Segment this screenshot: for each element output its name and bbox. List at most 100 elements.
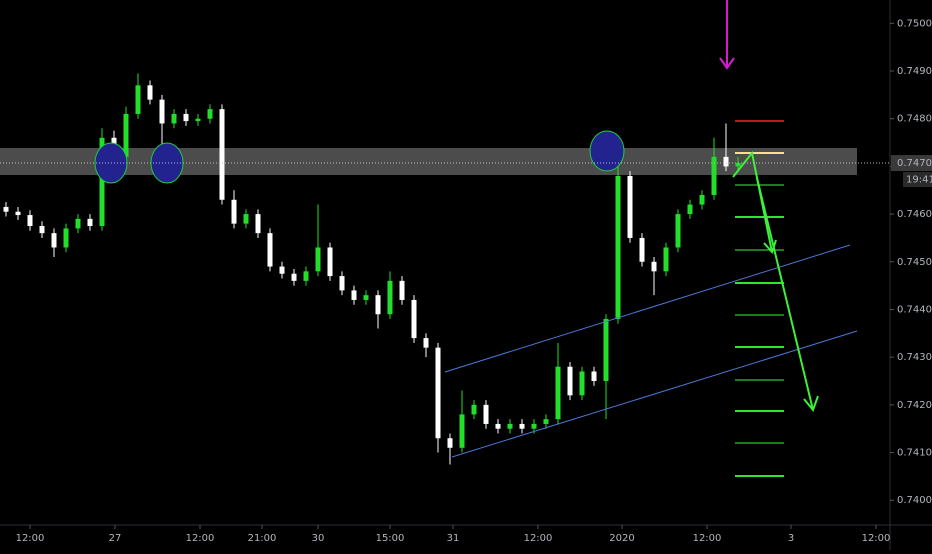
x-tick-label: 12:00	[862, 533, 891, 544]
candle-body	[435, 347, 441, 439]
candle-body	[3, 206, 9, 212]
candle-body	[39, 226, 45, 234]
candle-body	[567, 366, 573, 396]
candle-body	[507, 423, 513, 429]
candle-body	[15, 211, 21, 216]
candle-body	[579, 371, 585, 396]
candle-body	[627, 175, 633, 238]
candle-body	[243, 214, 249, 224]
y-tick-label: 0.75000	[897, 18, 932, 29]
candle-body	[519, 423, 525, 429]
candle-body	[219, 109, 225, 200]
candle-body	[555, 366, 561, 420]
candle-body	[231, 199, 237, 224]
x-tick-label: 2020	[609, 533, 634, 544]
candle-body	[651, 261, 657, 272]
candle-body	[723, 156, 729, 167]
channel-line	[444, 244, 851, 373]
candle-body	[75, 218, 81, 229]
x-tick-label: 12:00	[524, 533, 553, 544]
candle-body	[327, 247, 333, 277]
circle-marker	[589, 130, 625, 172]
candle-body	[471, 404, 477, 415]
candle-body	[591, 371, 597, 382]
arrow-head	[803, 395, 819, 413]
last-price-box	[891, 155, 932, 172]
candle-body	[27, 215, 33, 227]
candle-body	[459, 414, 465, 448]
candle-body	[87, 218, 93, 227]
channel-line	[451, 330, 858, 458]
candle-body	[483, 404, 489, 424]
candle-body	[543, 419, 549, 424]
candle-body	[699, 195, 705, 205]
candle-body	[639, 237, 645, 262]
candle-body	[687, 204, 693, 215]
countdown-box	[903, 172, 932, 188]
x-tick-label: 12:00	[16, 533, 45, 544]
candle-body	[447, 438, 453, 448]
last-price-label: 0.74707	[897, 158, 932, 169]
candle-body	[363, 295, 369, 300]
arrow-path	[756, 177, 814, 411]
candle-body	[99, 137, 105, 227]
entry-arrow	[719, 0, 735, 70]
projection-arrow	[732, 150, 819, 413]
candle-body	[339, 276, 345, 291]
candle-body	[207, 109, 213, 119]
candle-body	[267, 233, 273, 267]
x-tick-label: 21:00	[248, 533, 277, 544]
x-tick-label: 30	[312, 533, 325, 544]
candle-body	[303, 271, 309, 281]
candle-body	[51, 233, 57, 248]
x-tick-label: 12:00	[693, 533, 722, 544]
candle-body	[603, 319, 609, 382]
candle-body	[183, 113, 189, 122]
candle-body	[315, 247, 321, 272]
candle-body	[279, 266, 285, 274]
candle-body	[663, 247, 669, 272]
x-tick-label: 15:00	[376, 533, 405, 544]
candle-body	[63, 228, 69, 248]
candle-body	[399, 280, 405, 300]
candle-body	[375, 295, 381, 315]
candle-body	[675, 214, 681, 248]
target-levels	[735, 184, 784, 477]
candle-body	[195, 118, 201, 122]
candle-body	[615, 175, 621, 320]
arrow-path	[732, 150, 773, 253]
x-tick-label: 27	[109, 533, 122, 544]
candle-body	[711, 156, 717, 196]
x-tick-label: 31	[447, 533, 460, 544]
x-tick-label: 3	[788, 533, 794, 544]
countdown-label: 19:41	[906, 175, 932, 186]
candle-body	[351, 290, 357, 300]
candle-body	[495, 423, 501, 429]
candle-body	[255, 214, 261, 234]
candle-body	[291, 273, 297, 281]
candle-body	[123, 113, 129, 157]
candle-body	[171, 113, 177, 124]
arrow-head	[763, 239, 777, 254]
x-tick-label: 12:00	[186, 533, 215, 544]
candle-body	[735, 163, 741, 167]
candles	[3, 73, 741, 465]
candle-body	[423, 338, 429, 348]
candle-body	[531, 423, 537, 429]
candle-body	[387, 280, 393, 315]
candle-body	[135, 85, 141, 114]
candle-body	[411, 299, 417, 339]
arrow-head	[719, 57, 735, 70]
